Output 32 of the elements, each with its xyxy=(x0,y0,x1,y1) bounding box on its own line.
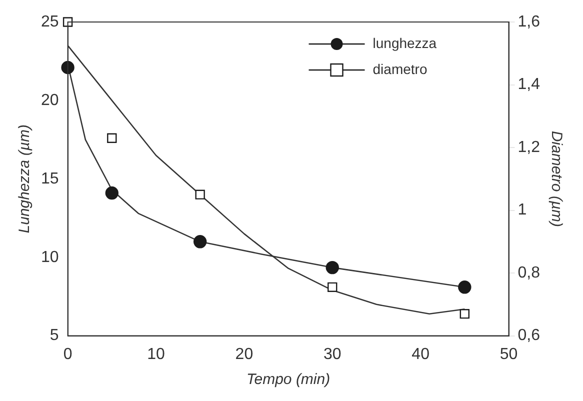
point xyxy=(193,235,207,248)
y-axis-title: Lunghezza (µm) xyxy=(16,124,34,234)
y2-tick-label: 0,6 xyxy=(518,327,540,344)
y-tick-label: 5 xyxy=(50,327,59,344)
y2-tick-label: 1 xyxy=(518,202,527,219)
point xyxy=(61,60,74,74)
x-tick-label: 30 xyxy=(323,346,342,363)
point xyxy=(195,190,205,200)
point xyxy=(328,282,338,292)
point xyxy=(105,186,118,200)
point xyxy=(107,133,117,143)
point xyxy=(326,260,339,274)
y-tick-label: 10 xyxy=(41,248,59,266)
x-tick-label: 40 xyxy=(412,346,430,363)
y-tick-label: 15 xyxy=(41,170,59,188)
y-tick-label: 25 xyxy=(41,13,59,30)
y2-axis-title: Diametro (µm) xyxy=(548,130,565,227)
x-tick-label: 50 xyxy=(500,346,518,363)
point xyxy=(460,308,470,319)
y2-tick-label: 1,6 xyxy=(518,13,540,30)
x-axis-title: Tempo (min) xyxy=(246,371,330,388)
y2-tick-label: 1,4 xyxy=(518,76,540,94)
y2-tick-label: 0,8 xyxy=(518,264,540,282)
point xyxy=(458,280,472,294)
x-tick-label: 10 xyxy=(147,346,165,363)
y2-tick-label: 1,2 xyxy=(518,138,540,156)
legend-label: diametro xyxy=(372,60,428,77)
point xyxy=(62,17,73,27)
legend-label: lunghezza xyxy=(372,34,437,51)
y-tick-label: 20 xyxy=(41,92,59,109)
x-tick-label: 20 xyxy=(235,346,254,363)
x-tick-label: 0 xyxy=(63,346,72,363)
